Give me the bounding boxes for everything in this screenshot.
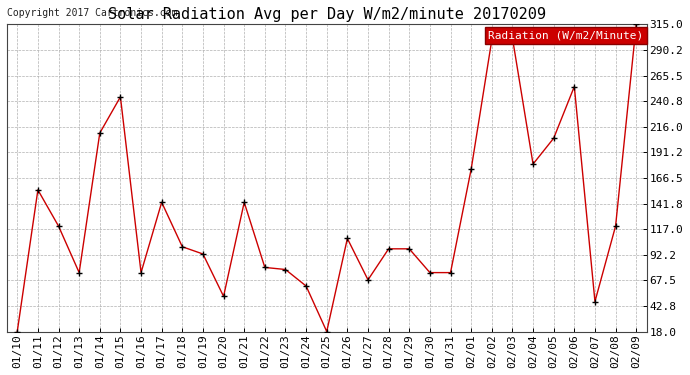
Title: Solar Radiation Avg per Day W/m2/minute 20170209: Solar Radiation Avg per Day W/m2/minute … — [108, 7, 546, 22]
Text: Radiation (W/m2/Minute): Radiation (W/m2/Minute) — [488, 31, 643, 40]
Text: Copyright 2017 Cartronics.com: Copyright 2017 Cartronics.com — [7, 8, 177, 18]
